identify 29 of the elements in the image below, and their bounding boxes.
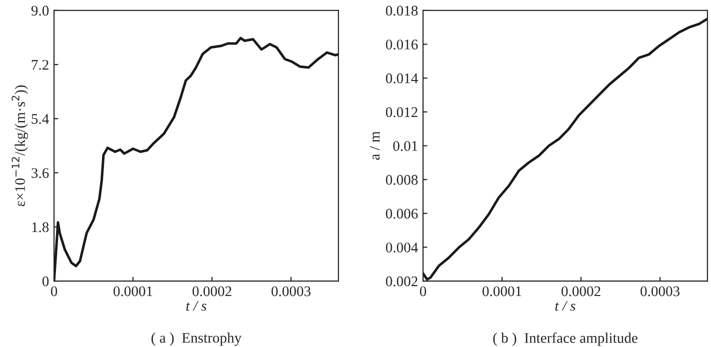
y-axis-title: a / m (370, 131, 380, 160)
y-tick-label: 9.0 (31, 6, 49, 16)
y-tick-label: 0.002 (386, 276, 418, 286)
x-axis-title: t / s (186, 301, 206, 311)
y-tick-label: 7.2 (32, 60, 48, 70)
y-tick-label: 0.004 (386, 242, 418, 253)
y-axis-title: ε×10$^{−12}$/(kg/(m·s$^{2}$)) (12, 85, 28, 206)
x-tick-label: 0.0003 (272, 286, 311, 296)
y-tick-label: 0.016 (386, 40, 418, 50)
x-tick-label: 0.0002 (192, 286, 232, 296)
x-tick-label: 0.0003 (640, 286, 680, 296)
y-tick-label: 0.006 (386, 208, 418, 219)
y-tick-label: 0.012 (386, 107, 418, 118)
y-tick-label: 1.8 (32, 222, 49, 232)
y-tick-label: 0.008 (386, 174, 418, 185)
text: ( a ) Enstrophy (152, 332, 242, 346)
x-tick-label: 0 (420, 286, 426, 296)
y-tick-label: 5.4 (32, 114, 49, 124)
x-tick-label: 0.0002 (562, 286, 600, 296)
y-tick-label: 0.01 (393, 141, 418, 152)
x-axis-title: t / s (555, 301, 576, 311)
y-tick-label: 0.014 (386, 73, 418, 84)
x-tick-label: 0 (50, 286, 58, 296)
x-tick-label: 0.0001 (114, 286, 152, 296)
x-tick-label: 0.0001 (482, 286, 522, 296)
text: ( b ) Interface amplitude (493, 332, 638, 346)
y-tick-label: 0 (42, 276, 49, 286)
y-tick-label: 0.018 (386, 6, 418, 16)
y-tick-label: 3.6 (32, 168, 49, 178)
